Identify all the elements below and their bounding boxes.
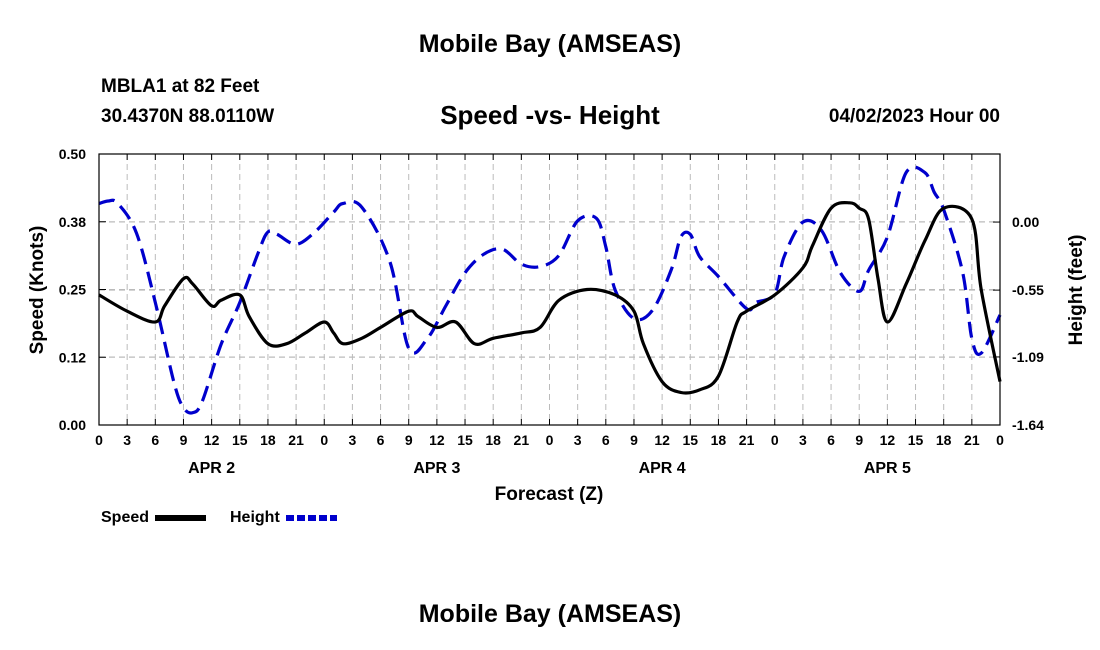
- series-line-height: [98, 165, 1002, 415]
- x-tick-label: 9: [855, 432, 863, 448]
- y-tick-label: 0.38: [59, 214, 86, 230]
- series-layer: [98, 165, 1002, 415]
- x-tick-label: 18: [485, 432, 501, 448]
- y-tick-label: 0.25: [59, 282, 86, 298]
- x-tick-label: 12: [880, 432, 896, 448]
- x-tick-label: 9: [630, 432, 638, 448]
- x-tick-label: 3: [123, 432, 131, 448]
- x-tick-label: 15: [232, 432, 248, 448]
- legend-label-speed: Speed: [101, 509, 150, 526]
- x-tick-label: 21: [964, 432, 980, 448]
- tick-marks: [98, 153, 1001, 426]
- y-axis-title: Speed (Knots): [27, 226, 48, 355]
- tick-labels: 0 3 6 9 12 15 18 21 0 3 6 9 12 15 18 21 0 3 6 9 12 15 18 21 0 3 6 9…: [59, 146, 1044, 477]
- x-tick-label: 18: [936, 432, 952, 448]
- x-tick-label: 12: [654, 432, 670, 448]
- x-tick-label: 6: [151, 432, 159, 448]
- footer-title: Mobile Bay (AMSEAS): [418, 600, 682, 628]
- x-tick-label: 21: [514, 432, 530, 448]
- x-tick-label: 6: [827, 432, 835, 448]
- x-tick-label: 21: [288, 432, 304, 448]
- y-tick-label: 0.50: [59, 146, 86, 162]
- x-tick-label: 18: [260, 432, 276, 448]
- coordinates-label: 30.4370N 88.0110W: [101, 106, 275, 127]
- x-tick-label: 12: [204, 432, 220, 448]
- x-axis-title: Forecast (Z): [495, 484, 604, 505]
- x-tick-label: 0: [996, 432, 1004, 448]
- legend-item-height: Height: [230, 509, 339, 527]
- y-tick-label: 0.12: [59, 349, 86, 365]
- x-tick-label: 0: [771, 432, 779, 448]
- page-title: Mobile Bay (AMSEAS): [418, 30, 682, 58]
- x-tick-label: 9: [180, 432, 188, 448]
- day-label: APR 5: [864, 460, 911, 477]
- day-label: APR 4: [639, 460, 686, 477]
- legend-swatch-height: [286, 514, 338, 521]
- x-tick-label: 0: [320, 432, 328, 448]
- x-tick-label: 15: [682, 432, 698, 448]
- x-tick-label: 15: [908, 432, 924, 448]
- chart-title: Speed -vs- Height: [440, 100, 660, 130]
- y2-axis-title: Height (feet): [1066, 235, 1087, 346]
- series-line-speed: [98, 201, 1002, 395]
- x-tick-label: 12: [429, 432, 445, 448]
- y-tick-label: 0.00: [59, 417, 86, 433]
- forecast-datetime: 04/02/2023 Hour 00: [828, 106, 1000, 127]
- x-tick-label: 0: [546, 432, 554, 448]
- x-tick-label: 0: [95, 432, 103, 448]
- x-tick-label: 6: [377, 432, 385, 448]
- legend-item-speed: Speed: [101, 509, 208, 527]
- x-tick-label: 3: [349, 432, 357, 448]
- day-label: APR 2: [188, 460, 235, 477]
- legend-label-height: Height: [230, 509, 280, 526]
- legend-swatch-speed: [155, 514, 207, 521]
- x-tick-label: 18: [711, 432, 727, 448]
- y2-tick-label: -1.64: [1012, 417, 1044, 433]
- x-tick-label: 9: [405, 432, 413, 448]
- x-tick-label: 15: [457, 432, 473, 448]
- x-tick-label: 21: [739, 432, 755, 448]
- y2-tick-label: -1.09: [1012, 349, 1044, 365]
- day-label: APR 3: [413, 460, 460, 477]
- grid-lines: [99, 154, 1000, 426]
- x-tick-label: 6: [602, 432, 610, 448]
- y2-tick-label: 0.00: [1012, 214, 1039, 230]
- y2-tick-label: -0.55: [1012, 282, 1044, 298]
- x-tick-label: 3: [574, 432, 582, 448]
- x-tick-label: 3: [799, 432, 807, 448]
- station-label: MBLA1 at 82 Feet: [101, 76, 260, 97]
